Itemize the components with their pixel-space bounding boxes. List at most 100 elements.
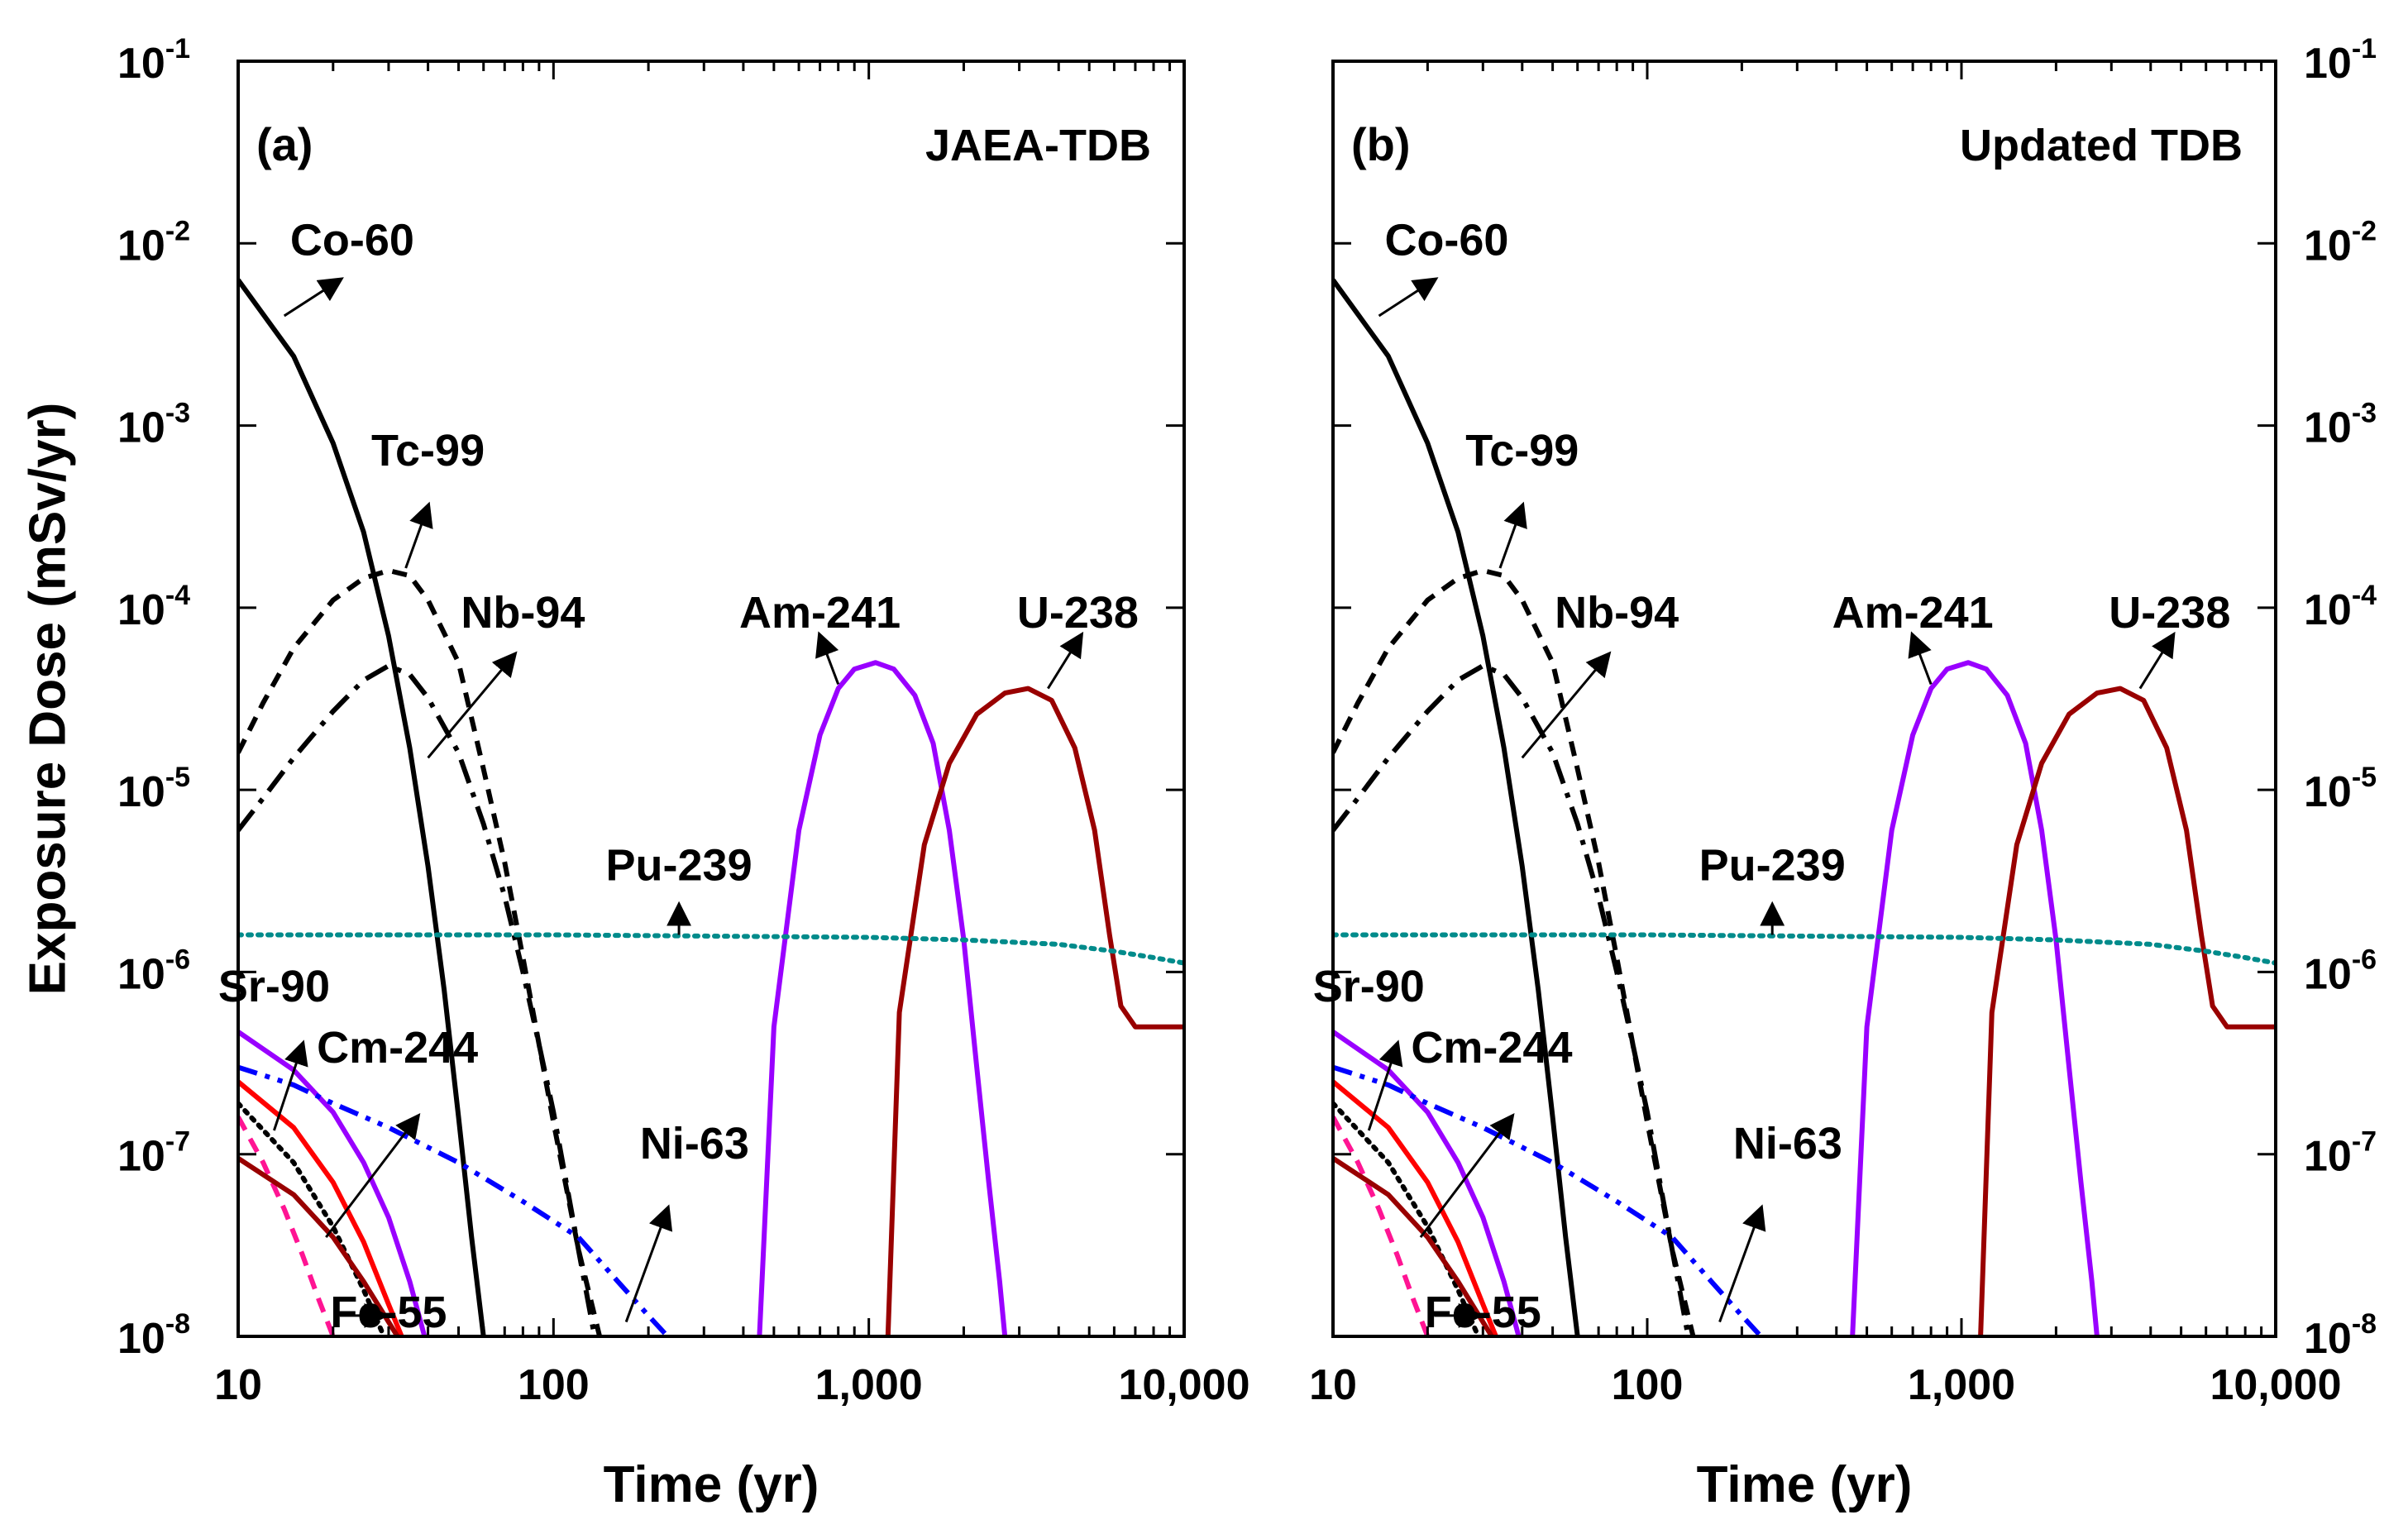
panel-a: 10 100 1,000 10,00010-810-710-610-510-410-3… [19, 33, 1249, 1513]
y-tick-exponent: -1 [165, 33, 190, 65]
annotation-label-am-241: Am-241 [1832, 588, 1994, 638]
series-line-ni-63 [238, 1064, 670, 1336]
y-axis-title: Exposure Dose (mSv/yr) [19, 403, 76, 996]
annotation-label-am-241: Am-241 [739, 588, 901, 638]
annotation-label-sr-90: Sr-90 [1313, 962, 1425, 1011]
x-tick-label: 10,000 [2210, 1361, 2341, 1409]
y-tick-exponent: -8 [165, 1308, 190, 1340]
y-tick-label: 10-5 [117, 762, 190, 816]
annotation-label-nb-94: Nb-94 [1555, 588, 1679, 638]
annotation-label-cm-244: Cm-244 [317, 1023, 478, 1073]
y-tick-base: 10 [117, 1133, 165, 1181]
x-tick-label: 1,000 [1908, 1361, 2015, 1409]
plot-frame [236, 60, 1186, 1338]
y-tick-base: 10 [2304, 950, 2352, 998]
y-tick-base: 10 [2304, 1315, 2352, 1363]
y-tick-base: 10 [2304, 404, 2352, 452]
series-line-am-241 [757, 660, 1008, 1336]
y-tick-base: 10 [117, 40, 165, 88]
y-tick-exponent: -2 [165, 215, 190, 246]
x-tick-label: 10,000 [1118, 1361, 1249, 1409]
x-tick-label: 10 [1309, 1361, 1357, 1409]
y-tick-label: 10-5 [2304, 762, 2377, 816]
series-line-unlabeled-11 [1333, 1156, 1494, 1336]
y-tick-base: 10 [2304, 586, 2352, 634]
series-line-cm-244 [1333, 1079, 1498, 1336]
y-tick-exponent: -4 [165, 580, 190, 611]
plot-frame [1331, 60, 2277, 1338]
x-axis-title: Time (yr) [604, 1456, 819, 1513]
annotation-arrow-nb-94 [1521, 651, 1612, 759]
annotation-arrow-cm-244 [325, 1112, 421, 1239]
y-tick-label: 10-4 [2304, 580, 2377, 634]
series-line-co-60 [1333, 278, 1580, 1336]
y-tick-base: 10 [2304, 768, 2352, 816]
y-tick-exponent: -5 [2352, 762, 2377, 793]
y-tick-exponent: -3 [165, 398, 190, 429]
y-tick-exponent: -6 [165, 944, 190, 975]
y-tick-base: 10 [117, 1315, 165, 1363]
series-line-pu-239 [238, 932, 1184, 966]
y-tick-label: 10-6 [2304, 944, 2377, 998]
annotation-arrow-am-241 [1908, 631, 1933, 685]
series-line-fe-55 [1333, 1116, 1431, 1336]
annotation-label-pu-239: Pu-239 [606, 841, 752, 891]
x-tick-label: 100 [518, 1361, 590, 1409]
series-line-ni-63 [1333, 1064, 1763, 1336]
y-tick-exponent: -2 [2352, 215, 2377, 246]
annotation-label-cm-244: Cm-244 [1411, 1023, 1572, 1073]
y-tick-label: 10-2 [117, 215, 190, 270]
annotation-arrow-co-60 [1378, 277, 1439, 318]
x-tick-label: 100 [1612, 1361, 1684, 1409]
y-tick-exponent: -3 [2352, 398, 2377, 429]
annotation-label-u-238: U-238 [1017, 588, 1139, 638]
y-tick-label: 10-7 [117, 1126, 190, 1181]
annotation-label-co-60: Co-60 [290, 216, 414, 265]
annotation-label-co-60: Co-60 [1384, 216, 1508, 265]
panel-label: (a) [256, 118, 313, 170]
y-tick-label: 10-8 [2304, 1308, 2377, 1363]
y-tick-base: 10 [2304, 222, 2352, 270]
y-tick-base: 10 [2304, 40, 2352, 88]
y-tick-label: 10-8 [117, 1308, 190, 1363]
y-tick-label: 10-1 [117, 33, 190, 88]
annotation-arrow-ni-63 [624, 1204, 673, 1323]
y-tick-base: 10 [117, 950, 165, 998]
series-line-cm-244 [238, 1079, 404, 1336]
y-tick-label: 10-1 [2304, 33, 2377, 88]
y-tick-label: 10-6 [117, 944, 190, 998]
series-line-u-238 [885, 686, 1184, 1336]
y-tick-base: 10 [117, 404, 165, 452]
annotation-label-fe-55: Fe-55 [330, 1288, 447, 1337]
series-line-u-238 [1978, 686, 2276, 1336]
y-tick-label: 10-7 [2304, 1126, 2377, 1181]
y-tick-base: 10 [117, 768, 165, 816]
series-line-unlabeled-11 [238, 1156, 400, 1336]
x-tick-label: 1,000 [815, 1361, 923, 1409]
y-tick-exponent: -7 [2352, 1126, 2377, 1158]
annotation-arrow-tc-99 [404, 501, 433, 569]
series-line-nb-94 [238, 663, 597, 1336]
y-tick-label: 10-2 [2304, 215, 2377, 270]
annotation-label-fe-55: Fe-55 [1425, 1288, 1541, 1337]
annotation-arrow-u-238 [1047, 631, 1084, 690]
y-tick-exponent: -4 [2352, 580, 2377, 611]
annotation-label-u-238: U-238 [2109, 588, 2230, 638]
x-tick-label: 10 [214, 1361, 262, 1409]
y-tick-label: 10-4 [117, 580, 190, 634]
y-tick-exponent: -8 [2352, 1308, 2377, 1340]
annotation-label-pu-239: Pu-239 [1699, 841, 1846, 891]
annotation-label-nb-94: Nb-94 [461, 588, 585, 638]
series-line-co-60 [238, 278, 486, 1336]
y-tick-base: 10 [2304, 1133, 2352, 1181]
y-tick-exponent: -1 [2352, 33, 2377, 65]
annotation-label-tc-99: Tc-99 [1465, 426, 1579, 475]
y-tick-exponent: -7 [165, 1126, 190, 1158]
panel-label: (b) [1351, 118, 1411, 170]
y-tick-label: 10-3 [2304, 398, 2377, 452]
annotation-arrow-sr-90 [1367, 1039, 1403, 1131]
annotation-arrow-ni-63 [1718, 1204, 1766, 1323]
annotation-arrow-tc-99 [1498, 501, 1527, 569]
